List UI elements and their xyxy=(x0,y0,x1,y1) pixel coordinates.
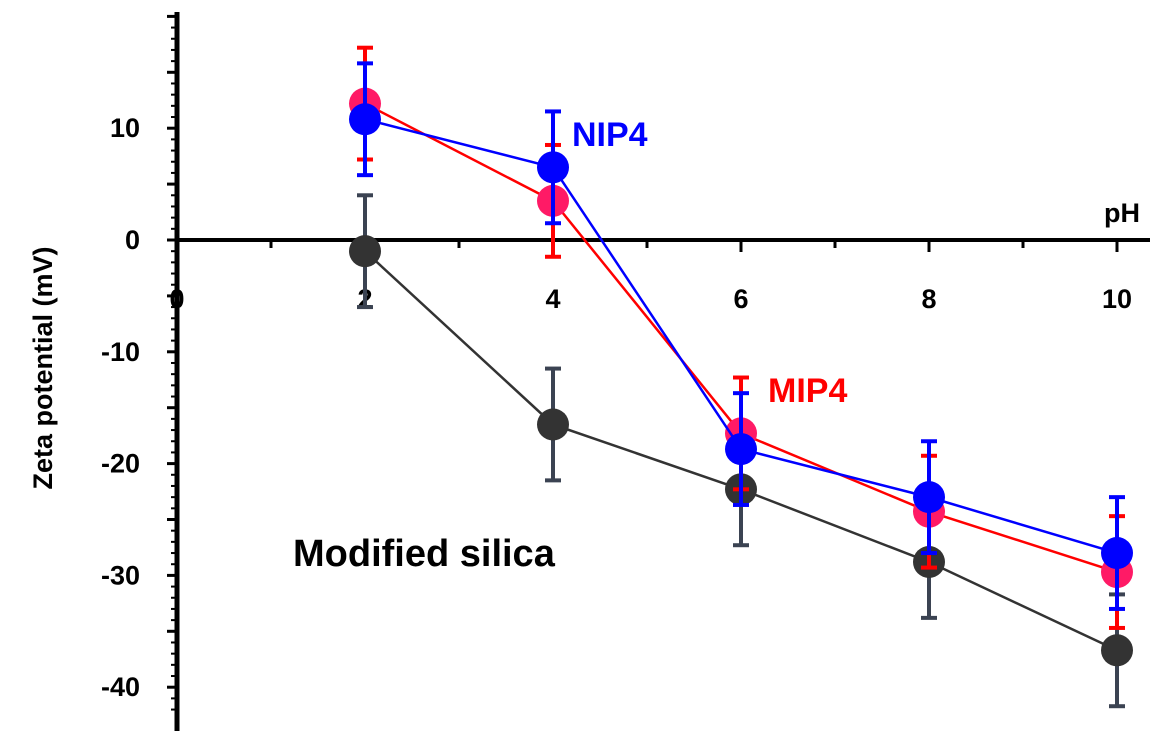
data-point xyxy=(349,235,381,268)
x-tick-label: 4 xyxy=(545,284,560,314)
x-tick-label: 8 xyxy=(921,284,936,314)
data-point xyxy=(349,103,381,136)
x-tick-label: 6 xyxy=(733,284,748,314)
y-tick-label: -40 xyxy=(101,672,140,702)
x-axis-label: pH xyxy=(1104,198,1140,228)
series-nip4 xyxy=(349,61,1133,611)
axes xyxy=(174,12,1150,731)
tick-labels: 100-10-20-30-400246810 xyxy=(101,113,1132,702)
data-point xyxy=(537,408,569,441)
y-tick-label: 0 xyxy=(125,225,140,255)
data-point xyxy=(1101,634,1133,667)
data-point xyxy=(913,481,945,514)
x-tick-label: 0 xyxy=(169,284,184,314)
y-tick-label: 10 xyxy=(110,113,140,143)
y-axis-label: Zeta potential (mV) xyxy=(28,246,58,489)
y-tick-label: -30 xyxy=(101,560,140,590)
modified-silica-label: Modified silica xyxy=(293,533,556,575)
axis-ticks xyxy=(167,14,1119,711)
data-point xyxy=(537,151,569,184)
data-point xyxy=(725,433,757,466)
series-layer xyxy=(349,45,1133,709)
y-tick-label: -20 xyxy=(101,449,140,479)
x-tick-label: 10 xyxy=(1102,284,1132,314)
mip4-label: MIP4 xyxy=(768,372,847,410)
data-point xyxy=(1101,537,1133,570)
y-tick-label: -10 xyxy=(101,337,140,367)
nip4-label: NIP4 xyxy=(572,116,648,154)
